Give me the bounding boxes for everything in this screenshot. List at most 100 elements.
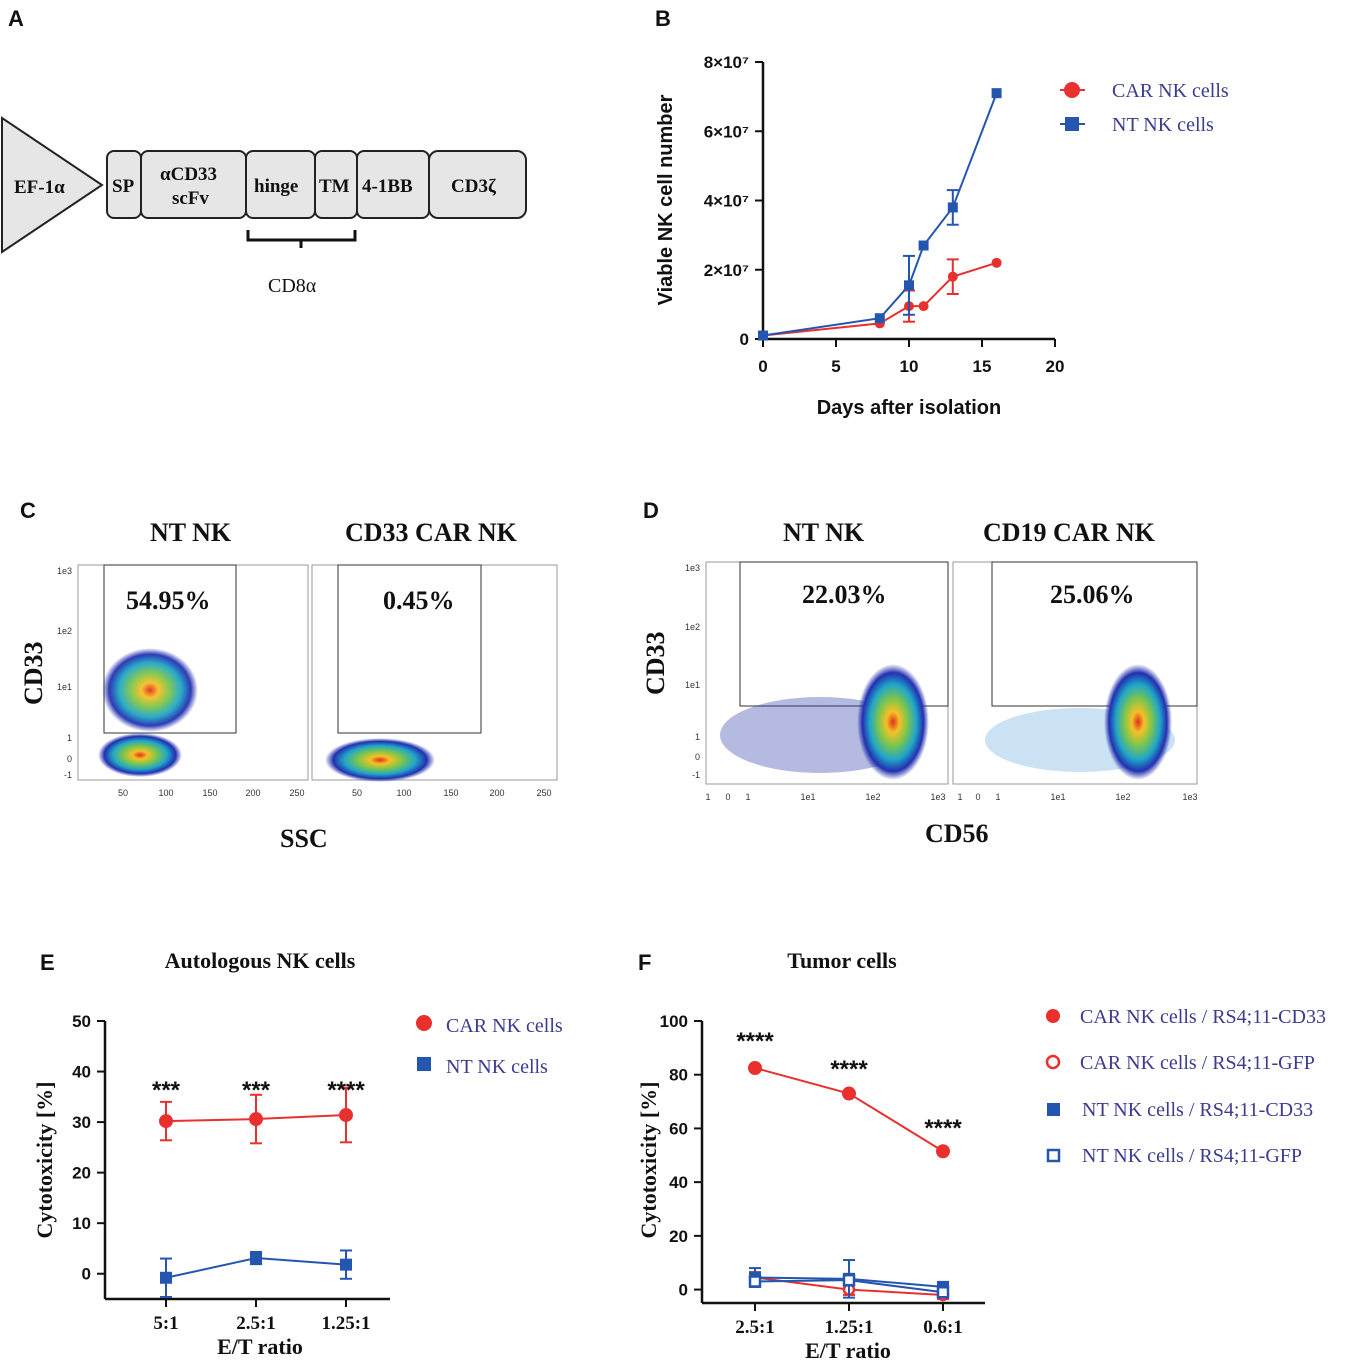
chart-e-point — [160, 1271, 172, 1284]
chart-e-legend-marker-2 — [417, 1057, 431, 1071]
chart-e-point — [249, 1112, 263, 1127]
flow-c-ytick-label: 1 — [67, 733, 72, 743]
flow-d-ytick-label: 1e2 — [685, 622, 700, 632]
chart-b-point — [947, 202, 958, 213]
chart-e-ytick-label: 40 — [72, 1063, 91, 1082]
promoter-arrow — [0, 116, 104, 254]
chart-b-point — [918, 301, 929, 312]
flow-d-cloud-2 — [1104, 664, 1172, 780]
flow-c-xtick-label: 50 — [118, 788, 128, 798]
flow-c-ylabel: CD33 — [19, 641, 48, 705]
flow-c-cloud-1b — [98, 733, 182, 777]
chart-f-ytick-label: 0 — [679, 1281, 688, 1300]
flow-d-gate-1 — [739, 561, 949, 707]
flow-c-xtick-label: 200 — [489, 788, 504, 798]
segment-tm-label: TM — [319, 176, 350, 197]
flow-c-ytick-label: 0 — [67, 754, 72, 764]
chart-e-ytick-label: 20 — [72, 1164, 91, 1183]
chart-b-xtick-label: 0 — [758, 357, 767, 376]
panel-c-label: C — [20, 498, 36, 523]
chart-f-legend-label-3: NT NK cells / RS4;11-CD33 — [1082, 1099, 1313, 1121]
chart-f-legend-marker-2 — [1045, 1054, 1061, 1070]
chart-f-point — [936, 1286, 950, 1299]
chart-e-legend-marker-1 — [416, 1015, 432, 1031]
chart-f-legend: CAR NK cells / RS4;11-CD33 CAR NK cells … — [1045, 1006, 1326, 1167]
flow-c-gate-1 — [103, 564, 237, 734]
chart-f-point — [936, 1144, 950, 1159]
flow-d-title-2: CD19 CAR NK — [983, 518, 1156, 547]
chart-b-point — [904, 280, 914, 291]
chart-f: Tumor cells E/T ratio Cytotoxicity [%] 2… — [636, 948, 1326, 1361]
chart-e-series: *** *** **** — [152, 1077, 365, 1298]
chart-f-xtick-label: 1.25:1 — [824, 1317, 873, 1338]
segment-sp-label: SP — [112, 176, 135, 197]
flow-c-xlabel: SSC — [280, 824, 328, 853]
segment-cd3z-label: CD3ζ — [451, 176, 497, 197]
chart-f-point — [842, 1086, 856, 1101]
flow-d-xtick-label: 0 — [725, 792, 730, 802]
chart-f-significance: **** — [830, 1056, 868, 1083]
chart-e-xlabel: E/T ratio — [217, 1334, 303, 1359]
flow-c-ytick-label: 1e1 — [57, 682, 72, 692]
flow-c-ytick-label: -1 — [64, 770, 72, 780]
chart-e-point — [340, 1258, 352, 1271]
flow-c-ytick-label: 1e2 — [57, 626, 72, 636]
chart-b-point — [918, 240, 929, 251]
flow-d-ytick-label: 1e1 — [685, 680, 700, 690]
flow-d-gate-2 — [991, 561, 1198, 707]
chart-b-point — [758, 330, 768, 341]
chart-b-legend: CAR NK cells NT NK cells — [1060, 80, 1229, 136]
chart-f-series: **** **** **** — [736, 1028, 962, 1302]
chart-e-ytick-label: 30 — [72, 1113, 91, 1132]
flow-c-xtick-label: 200 — [245, 788, 260, 798]
panel-f-label: F — [638, 950, 652, 975]
flow-c-xtick-label: 50 — [352, 788, 362, 798]
chart-e-significance: *** — [242, 1077, 271, 1104]
flow-d-pct-2: 25.06% — [1050, 580, 1135, 609]
chart-f-ticks: 2.5:1 1.25:1 0.6:1 0 20 40 60 80 100 — [660, 1012, 963, 1338]
chart-f-legend-label-1: CAR NK cells / RS4;11-CD33 — [1080, 1006, 1326, 1028]
flow-d-pct-1: 22.03% — [802, 580, 887, 609]
chart-e-significance: *** — [152, 1077, 181, 1104]
flow-d-ytick-label: -1 — [692, 770, 700, 780]
chart-e-legend-label-2: NT NK cells — [446, 1056, 548, 1078]
chart-f-point — [842, 1273, 856, 1287]
chart-b-point — [991, 88, 1002, 99]
flow-d-xtick-label: 1e3 — [1182, 792, 1197, 802]
flow-d-xticks: 1 0 1 1e1 1e2 1e3 1 0 1 1e1 1e2 1e3 — [705, 792, 1197, 802]
segment-scfv-label-2: scFv — [172, 188, 209, 209]
flow-c-cloud-2 — [325, 738, 435, 782]
chart-f-title: Tumor cells — [787, 948, 897, 973]
chart-b-series-line-1 — [762, 261, 997, 337]
flow-c-title-2: CD33 CAR NK — [345, 518, 518, 547]
flow-d-ytick-label: 1e3 — [685, 563, 700, 573]
chart-b-series — [758, 88, 1002, 341]
chart-b-ytick-label: 8×10⁷ — [704, 53, 749, 72]
chart-f-legend-marker-1 — [1046, 1009, 1060, 1023]
chart-f-ytick-label: 80 — [669, 1066, 688, 1085]
chart-e-point — [159, 1114, 173, 1129]
chart-e-xtick-label: 1.25:1 — [321, 1313, 370, 1334]
chart-e-ylabel: Cytotoxicity [%] — [32, 1081, 57, 1238]
chart-b: Days after isolation Viable NK cell numb… — [655, 53, 1229, 419]
chart-f-legend-label-2: CAR NK cells / RS4;11-GFP — [1080, 1052, 1315, 1074]
chart-e-point — [250, 1252, 262, 1265]
chart-f-xlabel: E/T ratio — [805, 1338, 891, 1361]
chart-f-legend-marker-4 — [1046, 1148, 1061, 1163]
panel-a-label: A — [8, 6, 24, 31]
chart-b-xtick-label: 15 — [973, 357, 992, 376]
chart-b-point — [991, 257, 1002, 268]
chart-e-xtick-label: 2.5:1 — [236, 1313, 276, 1334]
flow-d-cloud-1 — [857, 664, 929, 780]
flow-c-xtick-label: 150 — [202, 788, 217, 798]
chart-e-ytick-label: 0 — [82, 1265, 91, 1284]
chart-b-point — [947, 271, 958, 282]
chart-b-xtick-label: 5 — [831, 357, 840, 376]
flow-d-yticks: 1e3 1e2 1e1 1 0 -1 — [685, 563, 700, 780]
flow-d-xtick-label: 1e2 — [1115, 792, 1130, 802]
flow-c-pct-2: 0.45% — [383, 586, 455, 615]
chart-f-significance: **** — [736, 1028, 774, 1055]
flow-d-xtick-label: 1 — [995, 792, 1000, 802]
flow-c-ytick-label: 1e3 — [57, 566, 72, 576]
